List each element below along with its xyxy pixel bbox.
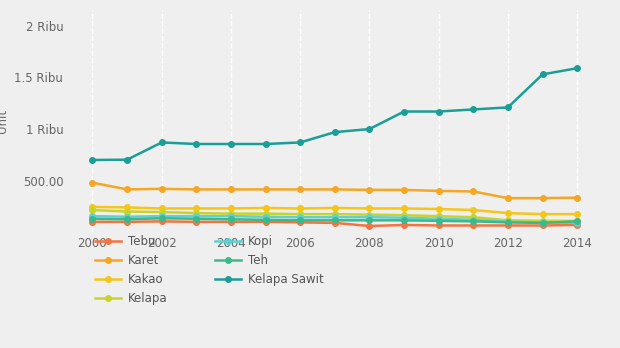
Legend: Tebu, Karet, Kakao, Kelapa, Kopi, Teh, Kelapa Sawit: Tebu, Karet, Kakao, Kelapa, Kopi, Teh, K… — [95, 235, 324, 305]
Y-axis label: Unit: Unit — [0, 109, 9, 133]
